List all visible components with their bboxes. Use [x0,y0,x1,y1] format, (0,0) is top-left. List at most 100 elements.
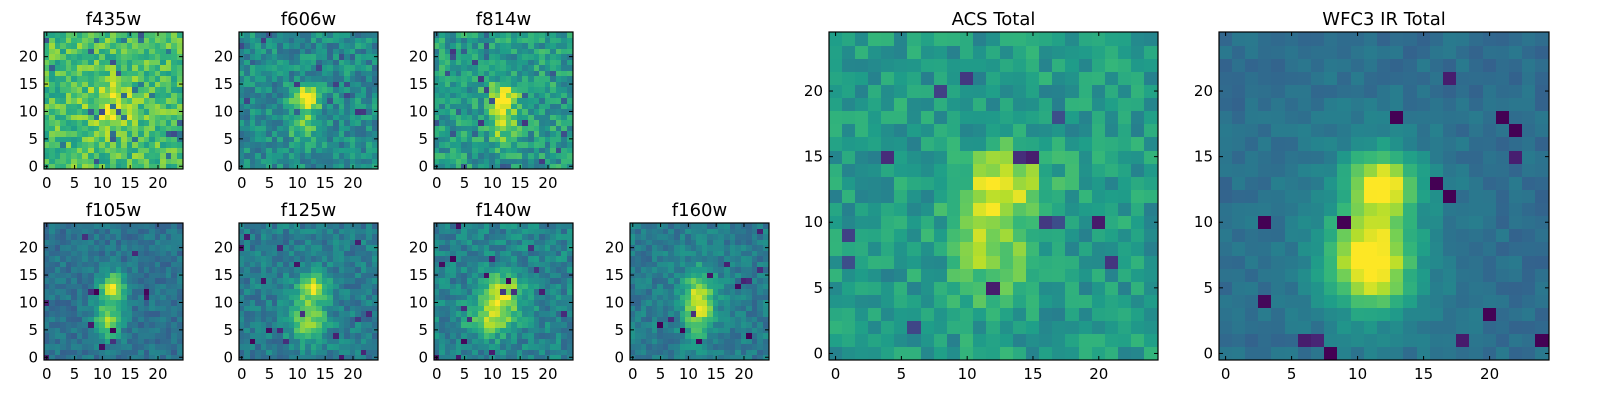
heatmap-cell [127,256,132,262]
heatmap-cell [500,234,506,240]
heatmap-cell [652,322,657,328]
heatmap-cell [66,251,71,256]
heatmap-cell [99,115,105,120]
heatmap-cell [49,278,55,284]
heatmap-cell [99,148,105,153]
heatmap-cell [244,98,250,104]
heatmap-cell [746,333,752,339]
heatmap-cell [305,355,311,360]
heatmap-cell [372,60,378,65]
heatmap-cell [344,126,350,131]
heatmap-cell [484,306,489,311]
heatmap-cell [829,308,842,321]
heatmap-cell [500,71,506,76]
heatmap-cell [44,87,49,93]
heatmap-cell [545,159,550,164]
heatmap-cell [528,339,534,344]
heatmap-cell [350,240,355,245]
heatmap-cell [445,109,450,115]
heatmap-cell [333,245,339,251]
heatmap-cell [350,93,355,98]
heatmap-cell [261,256,266,262]
heatmap-cell [668,344,674,350]
heatmap-cell [366,137,372,142]
heatmap-cell [355,251,361,256]
heatmap-cell [66,328,71,333]
heatmap-cell [445,115,450,120]
heatmap-cell [316,229,322,234]
heatmap-cell [545,126,550,131]
heatmap-cell [272,278,277,284]
heatmap-cell [472,87,478,93]
heatmap-cell [316,137,322,142]
heatmap-cell [495,284,500,289]
heatmap-cell [60,322,66,328]
heatmap-cell [461,93,467,98]
heatmap-cell [94,317,99,322]
heatmap-cell [1105,242,1118,256]
heatmap-cell [445,60,450,65]
heatmap-cell [60,245,66,251]
heatmap-cell [350,109,355,115]
y-tick-label: 0 [614,348,624,366]
heatmap-cell [506,65,511,71]
heatmap-cell [277,82,283,87]
heatmap-cell [333,71,339,76]
heatmap-cell [1105,295,1118,308]
heatmap-cell [735,234,741,240]
heatmap-cell [121,93,127,98]
heatmap-cell [702,300,707,306]
heatmap-cell [713,234,718,240]
heatmap-cell [511,76,517,82]
heatmap-cell [528,328,534,333]
heatmap-cell [99,251,105,256]
heatmap-cell [44,267,49,273]
heatmap-cell [467,262,472,267]
heatmap-cell [372,142,378,148]
heatmap-cell [60,148,66,153]
heatmap-cell [55,98,60,104]
heatmap-cell [467,76,472,82]
heatmap-cell [960,282,973,295]
y-tick-label: 10 [19,293,38,311]
heatmap-cell [171,109,177,115]
heatmap-cell [894,269,907,282]
heatmap-cell [757,295,763,300]
heatmap-cell [1092,229,1105,242]
heatmap-cell [545,54,550,60]
heatmap-cell [506,339,511,344]
heatmap-cell [539,38,545,43]
heatmap-cell [713,317,718,322]
heatmap-cell [116,251,121,256]
heatmap-cell [177,229,183,234]
heatmap-cell [561,322,567,328]
heatmap-cell [99,131,105,137]
heatmap-cell [244,87,250,93]
heatmap-cell [294,333,300,339]
heatmap-cell [517,284,522,289]
heatmap-cell [94,71,99,76]
heatmap-cell [94,267,99,273]
heatmap-cell [294,43,300,49]
heatmap-cell [116,54,121,60]
y-tick-label: 20 [409,239,428,257]
heatmap-cell [467,339,472,344]
heatmap-cell [545,339,550,344]
heatmap-cell [534,262,539,267]
heatmap-cell [316,333,322,339]
heatmap-cell [88,49,94,54]
heatmap-cell [1131,334,1144,347]
heatmap-cell [511,104,517,109]
heatmap-cell [439,120,445,126]
heatmap-cell [663,300,668,306]
heatmap-cell [730,262,735,267]
heatmap-cell [366,126,372,131]
heatmap-cell [344,109,350,115]
heatmap-cell [1079,177,1092,190]
heatmap-cell [316,262,322,267]
heatmap-cell [680,273,685,278]
heatmap-cell [467,38,472,43]
heatmap-cell [77,300,82,306]
heatmap-cell [534,104,539,109]
heatmap-cell [561,234,567,240]
